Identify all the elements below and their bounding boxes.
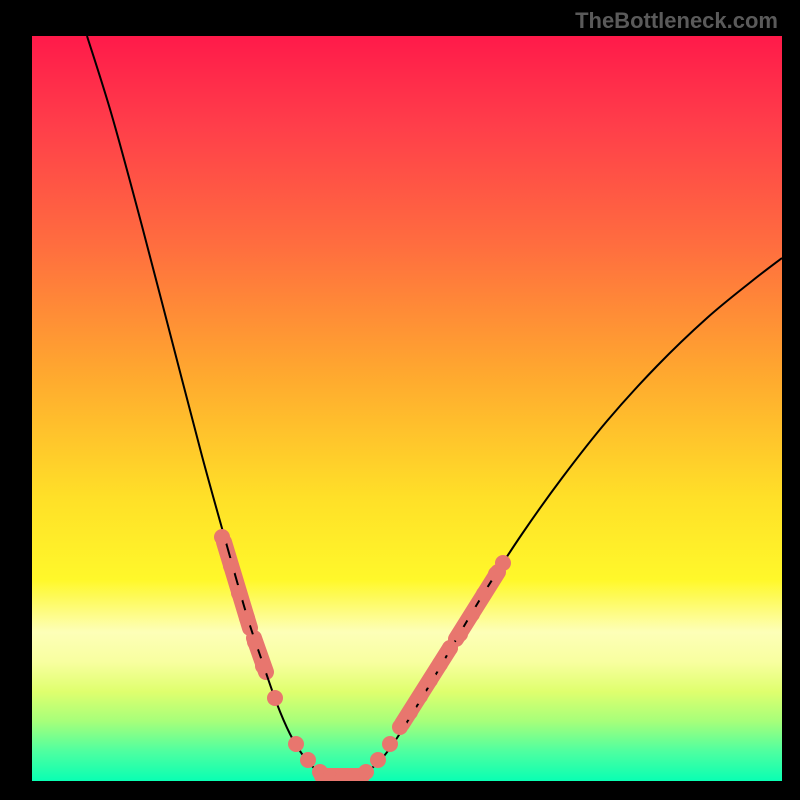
chart-container: TheBottleneck.com [0,0,800,800]
plot-area [32,36,782,781]
watermark-text: TheBottleneck.com [575,8,778,34]
curve-layer [32,36,782,781]
